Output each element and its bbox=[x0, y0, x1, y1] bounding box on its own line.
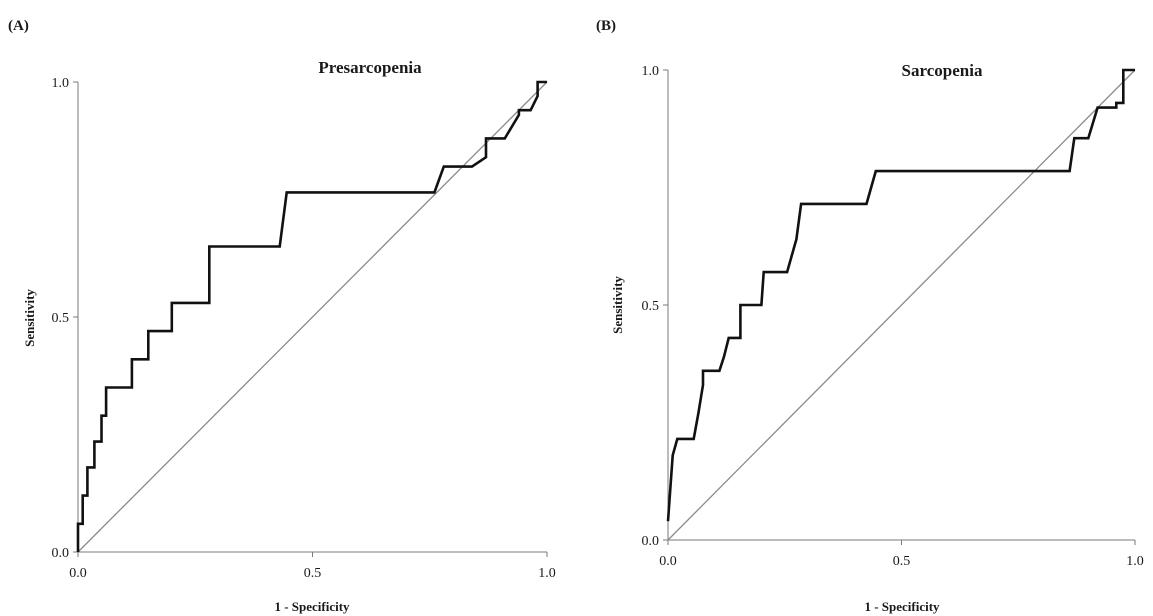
panel-a-title: Presarcopenia bbox=[318, 58, 422, 77]
panel-a-x-tick-label: 1.0 bbox=[538, 566, 556, 581]
panel-b-y-tick-label: 1.0 bbox=[642, 64, 660, 79]
panel-b-x-tick-label: 1.0 bbox=[1126, 554, 1144, 569]
panel-b: (B) Sarcopenia 1 - Specificity Sensitivi… bbox=[596, 18, 1144, 614]
panel-b-x-tick-label: 0.5 bbox=[893, 554, 911, 569]
panel-b-x-tick-label: 0.0 bbox=[659, 554, 677, 569]
panel-a-y-tick-label: 1.0 bbox=[52, 76, 70, 91]
panel-a-letter: (A) bbox=[8, 18, 29, 34]
panel-b-roc-curve bbox=[666, 68, 1135, 522]
panel-b-letter: (B) bbox=[596, 18, 616, 34]
panel-a: (A) Presarcopenia 1 - Specificity Sensit… bbox=[8, 18, 556, 614]
panel-a-y-tick-label: 0.0 bbox=[52, 546, 70, 561]
panel-a-x-tick-label: 0.5 bbox=[304, 566, 322, 581]
panel-a-y-axis-title: Sensitivity bbox=[22, 289, 37, 347]
panel-a-y-tick-label: 0.5 bbox=[52, 311, 70, 326]
panel-a-x-tick-label: 0.0 bbox=[69, 566, 87, 581]
panel-a-x-axis-title: 1 - Specificity bbox=[274, 599, 350, 614]
panel-b-reference-line bbox=[667, 69, 1136, 541]
panel-b-y-axis-title: Sensitivity bbox=[610, 276, 625, 334]
panel-a-roc-curve bbox=[76, 80, 547, 552]
panel-b-x-axis-title: 1 - Specificity bbox=[864, 599, 940, 614]
panel-b-y-tick-label: 0.0 bbox=[642, 534, 660, 549]
panel-a-reference-line bbox=[77, 81, 548, 553]
panel-b-title: Sarcopenia bbox=[902, 61, 983, 80]
panel-b-y-tick-label: 0.5 bbox=[642, 299, 660, 314]
